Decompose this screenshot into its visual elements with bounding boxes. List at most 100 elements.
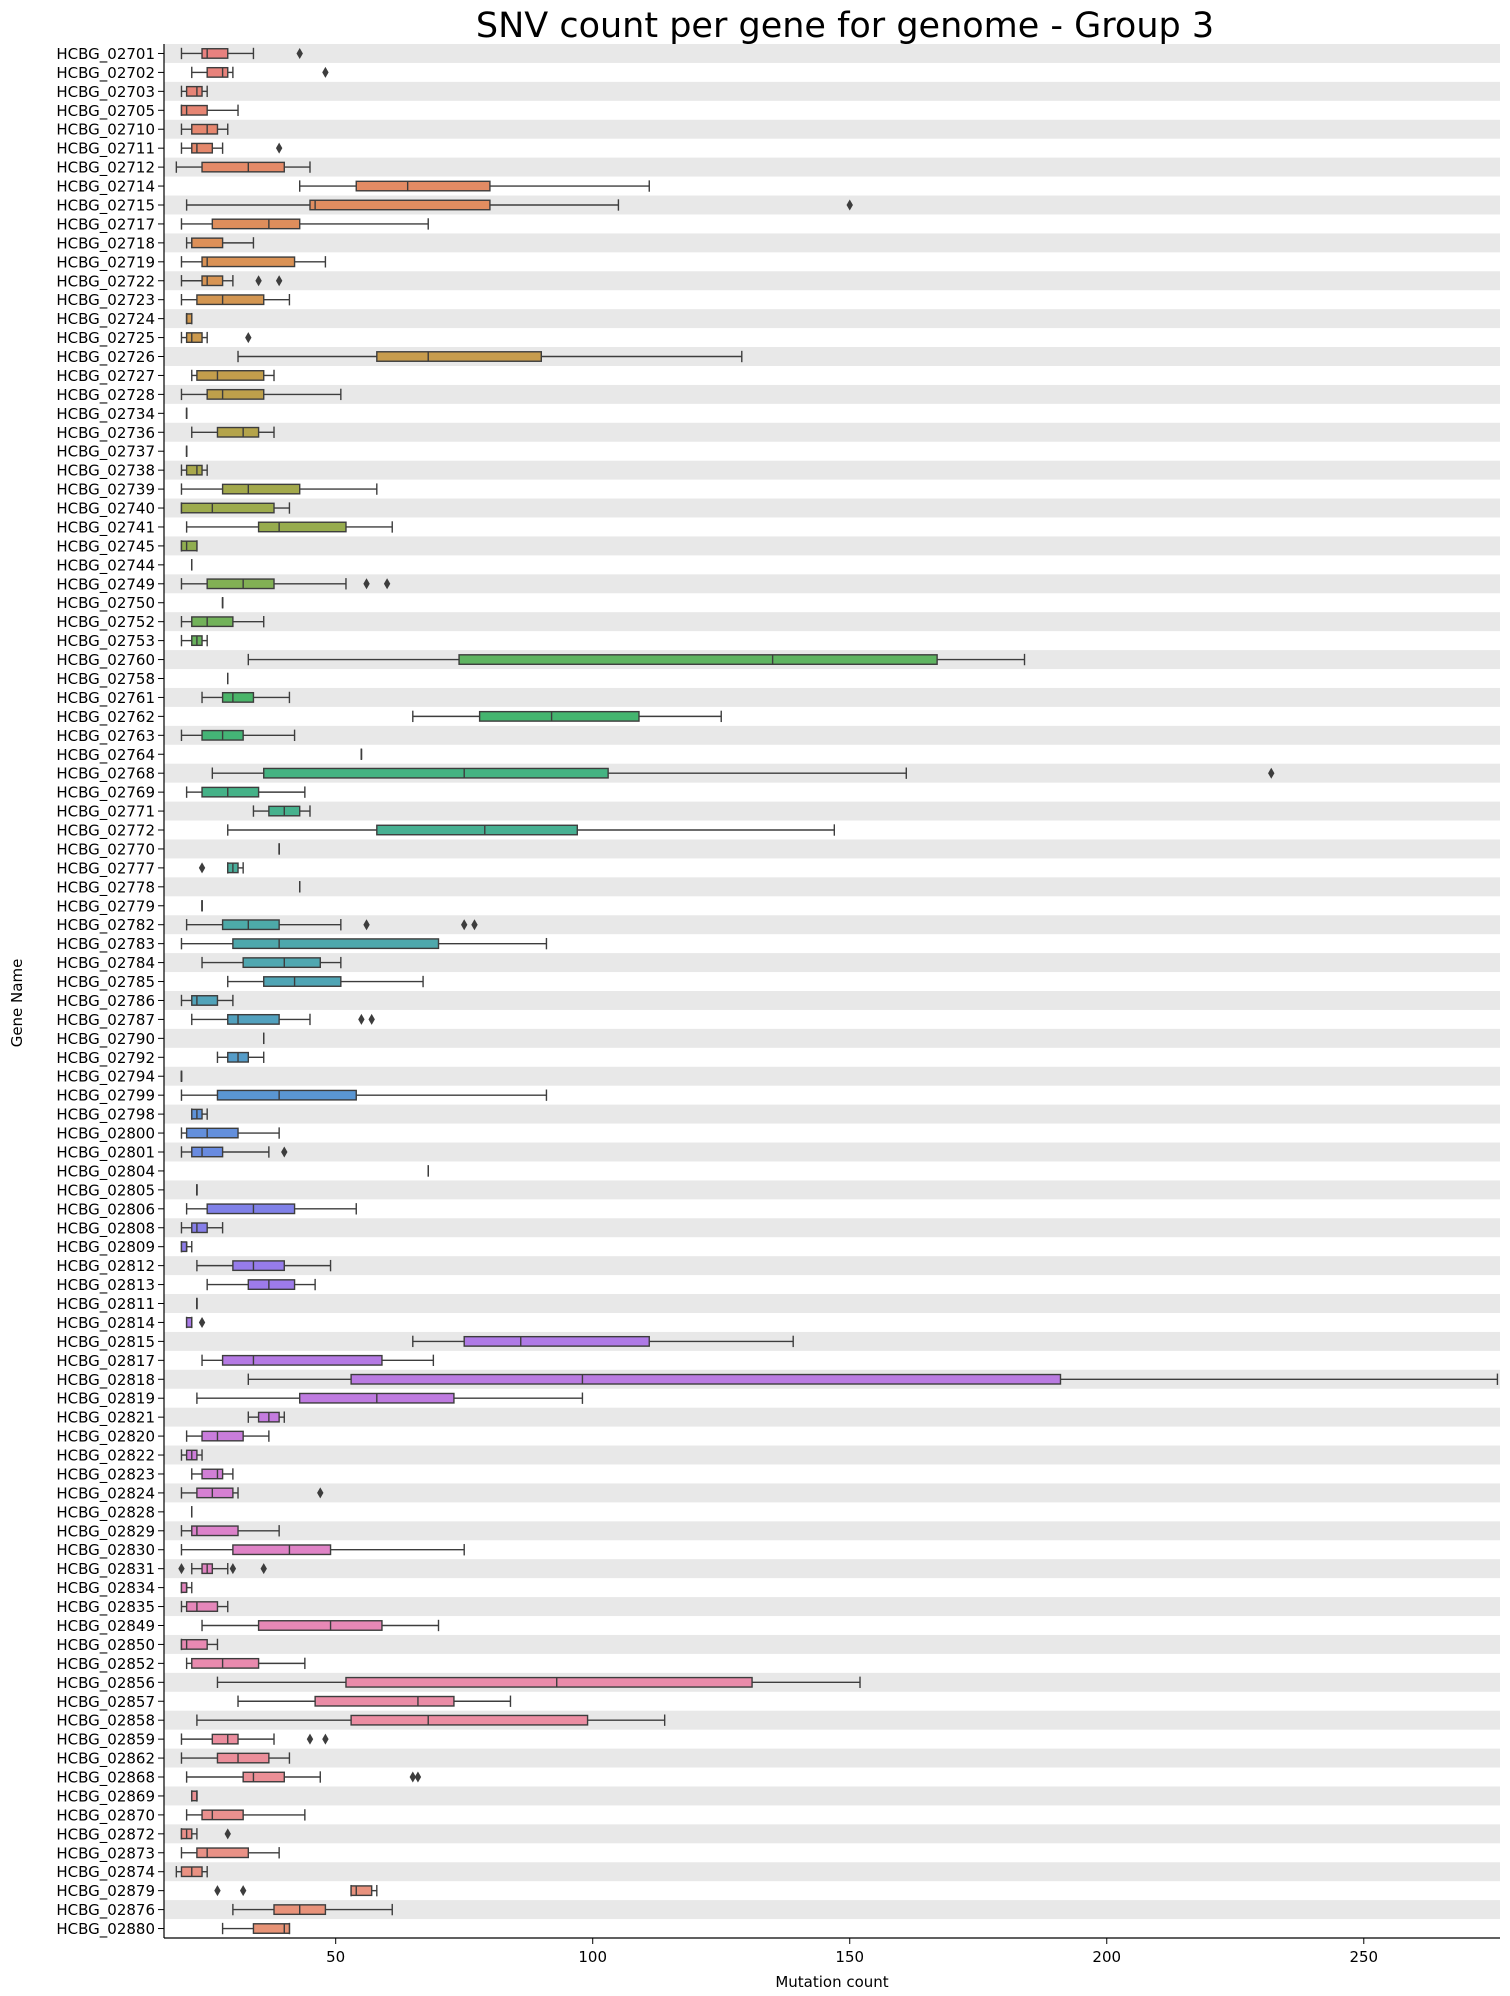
box bbox=[221, 691, 255, 703]
y-tick-label: HCBG_02714 bbox=[56, 178, 155, 197]
y-tick-label: HCBG_02778 bbox=[56, 878, 155, 897]
row-band bbox=[164, 1786, 1500, 1806]
y-tick-label: HCBG_02750 bbox=[56, 594, 155, 613]
box bbox=[185, 1601, 219, 1612]
box bbox=[180, 540, 198, 552]
x-tick-label: 200 bbox=[1092, 1948, 1121, 1966]
box bbox=[263, 976, 342, 987]
outlier-point bbox=[471, 919, 478, 931]
box bbox=[180, 1582, 188, 1594]
outlier-point bbox=[322, 1733, 329, 1745]
gene-box-HCBG_02874 bbox=[175, 1866, 208, 1878]
outlier-point bbox=[296, 47, 303, 59]
row-band bbox=[164, 1559, 1500, 1579]
y-tick-label: HCBG_02710 bbox=[56, 121, 155, 140]
y-tick-label: HCBG_02782 bbox=[56, 916, 155, 935]
gene-box-HCBG_02786 bbox=[180, 994, 234, 1007]
y-tick-label: HCBG_02745 bbox=[56, 537, 155, 556]
y-tick-label: HCBG_02783 bbox=[56, 935, 155, 954]
y-tick-label: HCBG_02824 bbox=[56, 1484, 155, 1503]
outlier-point bbox=[229, 1563, 237, 1575]
y-tick-label: HCBG_02703 bbox=[56, 83, 155, 102]
box bbox=[201, 256, 296, 268]
y-tick-label: HCBG_02870 bbox=[56, 1806, 155, 1825]
y-tick-label: HCBG_02725 bbox=[56, 329, 155, 348]
outlier-point bbox=[198, 1316, 206, 1328]
y-tick-label: HCBG_02879 bbox=[56, 1882, 155, 1901]
box bbox=[206, 1203, 296, 1215]
box bbox=[376, 824, 578, 836]
outlier-point bbox=[846, 199, 853, 211]
gene-box-HCBG_02717 bbox=[180, 218, 429, 230]
box bbox=[185, 1127, 239, 1139]
gene-box-HCBG_02819 bbox=[196, 1392, 584, 1404]
y-tick-label: HCBG_02784 bbox=[56, 954, 155, 973]
outlier-point bbox=[224, 1828, 231, 1840]
box bbox=[242, 1771, 285, 1783]
box bbox=[221, 483, 301, 495]
gene-box-HCBG_02817 bbox=[201, 1354, 435, 1367]
outlier-point bbox=[363, 578, 370, 590]
outlier-point bbox=[317, 1487, 324, 1499]
y-tick-label: HCBG_02800 bbox=[56, 1125, 155, 1144]
y-tick-label: HCBG_02828 bbox=[56, 1503, 155, 1522]
outlier-point bbox=[461, 919, 468, 931]
y-tick-label: HCBG_02736 bbox=[56, 424, 155, 443]
row-band bbox=[164, 157, 1500, 177]
gene-box-HCBG_02856 bbox=[216, 1676, 861, 1688]
row-band bbox=[164, 1634, 1500, 1654]
gene-box-HCBG_02858 bbox=[196, 1714, 666, 1726]
box bbox=[242, 957, 321, 969]
y-tick-label: HCBG_02856 bbox=[56, 1674, 155, 1693]
outlier-point bbox=[260, 1563, 267, 1575]
box bbox=[201, 161, 285, 173]
gene-box-HCBG_02785 bbox=[227, 975, 424, 988]
box bbox=[191, 1790, 198, 1802]
y-tick-label: HCBG_02829 bbox=[56, 1522, 155, 1541]
y-tick-label: HCBG_02815 bbox=[56, 1333, 155, 1352]
row-band bbox=[164, 1900, 1500, 1920]
gene-box-HCBG_02873 bbox=[180, 1847, 280, 1859]
x-tick-label: 50 bbox=[326, 1948, 345, 1966]
gene-box-HCBG_02749 bbox=[180, 578, 391, 590]
y-tick-label: HCBG_02777 bbox=[56, 859, 155, 878]
x-tick-label: 150 bbox=[835, 1948, 864, 1966]
y-tick-label: HCBG_02823 bbox=[56, 1465, 155, 1484]
y-tick-label: HCBG_02738 bbox=[56, 462, 155, 481]
row-band bbox=[164, 612, 1500, 632]
gene-box-HCBG_02859 bbox=[180, 1733, 329, 1745]
row-band bbox=[164, 1218, 1500, 1238]
x-axis-label: Mutation count bbox=[775, 1973, 888, 1991]
row-band bbox=[164, 953, 1500, 973]
box bbox=[191, 142, 214, 154]
row-band bbox=[164, 44, 1500, 63]
gene-box-HCBG_02740 bbox=[180, 502, 291, 514]
y-tick-label: HCBG_02739 bbox=[56, 481, 155, 500]
box bbox=[232, 938, 440, 950]
gene-box-HCBG_02870 bbox=[185, 1809, 306, 1821]
gene-box-HCBG_02711 bbox=[180, 142, 283, 154]
y-tick-label: HCBG_02817 bbox=[56, 1352, 155, 1371]
gene-box-HCBG_02822 bbox=[180, 1449, 203, 1461]
y-tick-label: HCBG_02831 bbox=[56, 1560, 155, 1579]
outlier-point bbox=[239, 1885, 247, 1897]
row-band bbox=[164, 81, 1500, 101]
row-band bbox=[164, 839, 1500, 859]
y-tick-label: HCBG_02801 bbox=[56, 1143, 155, 1162]
y-tick-label: HCBG_02724 bbox=[56, 310, 155, 329]
gene-box-HCBG_02705 bbox=[180, 104, 239, 116]
row-band bbox=[164, 384, 1500, 404]
gene-box-HCBG_02824 bbox=[180, 1487, 324, 1499]
box bbox=[232, 1260, 285, 1272]
box bbox=[232, 1544, 332, 1556]
box bbox=[191, 995, 219, 1006]
row-band bbox=[164, 1028, 1500, 1048]
y-tick-label: HCBG_02769 bbox=[56, 784, 155, 803]
y-tick-label: HCBG_02701 bbox=[56, 45, 155, 64]
outlier-point bbox=[178, 1563, 185, 1575]
y-tick-label: HCBG_02872 bbox=[56, 1825, 155, 1844]
x-axis-ticks: 50 100 150 200 250 bbox=[326, 1938, 1378, 1966]
row-band bbox=[164, 801, 1500, 821]
y-tick-label: HCBG_02761 bbox=[56, 689, 155, 708]
